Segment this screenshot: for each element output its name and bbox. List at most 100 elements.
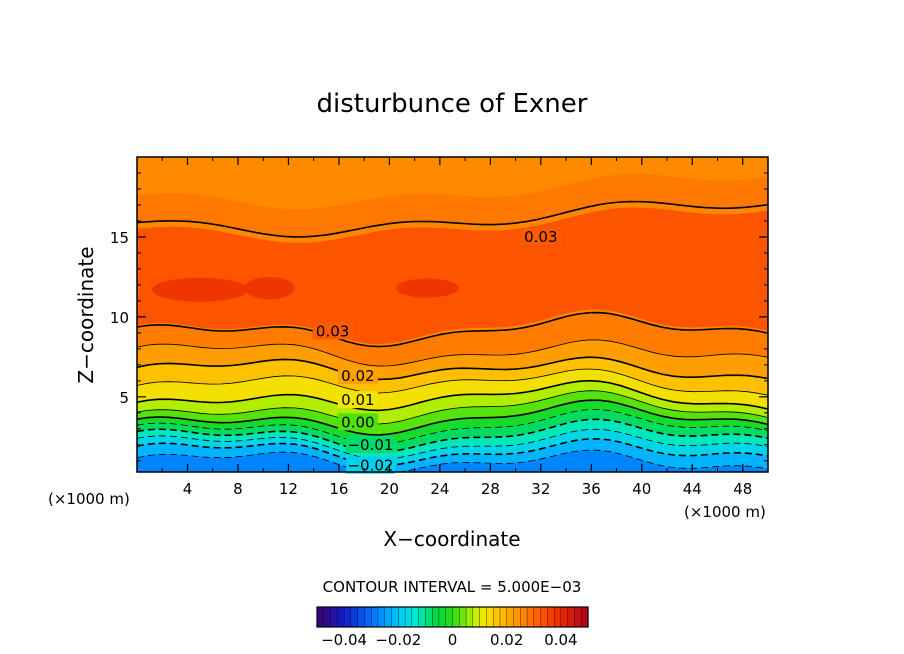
- colorbar-tick-label: 0: [448, 631, 458, 649]
- contour-line: [137, 339, 768, 367]
- colorbar-segment: [499, 606, 508, 628]
- contour-label-bg: [312, 322, 353, 340]
- colorbar-tick-label: −0.02: [375, 631, 421, 649]
- contour-label: 0.01: [341, 391, 374, 409]
- colorbar-segment: [357, 606, 365, 628]
- colorbar-segment: [492, 606, 501, 628]
- colorbar-segment: [350, 606, 359, 628]
- contour-line: [137, 428, 768, 460]
- colorbar-segment: [574, 606, 582, 628]
- x-axis-ticks: 4 8 12 16 20 24 28 32 36 40 44 48: [161, 157, 752, 498]
- contour-line: [137, 418, 768, 453]
- x-tick-label: 12: [279, 480, 298, 498]
- colorbar-segment: [567, 606, 576, 628]
- x-tick-label: 28: [481, 480, 500, 498]
- contour-labels: 0.03 0.03 0.02 0.01 0.00 −0.01 −0.02: [312, 227, 561, 475]
- colorbar-segment: [553, 606, 562, 628]
- contour-line: [137, 200, 768, 238]
- x-tick-label: 24: [430, 480, 449, 498]
- x-tick-label: 4: [183, 480, 193, 498]
- colorbar-segment: [337, 606, 345, 628]
- y-tick-label: 5: [119, 389, 129, 407]
- colorbar-tick-label: −0.04: [321, 631, 367, 649]
- colorbar-segment: [486, 606, 494, 628]
- colorbar-segment: [472, 606, 481, 628]
- contour-label: 0.03: [524, 228, 557, 246]
- contour-line: [137, 449, 768, 472]
- colorbar: [316, 606, 589, 628]
- colorbar-segment: [479, 606, 487, 628]
- colorbar-segment: [404, 606, 413, 628]
- contour-label: −0.02: [347, 457, 393, 475]
- colorbar-segment: [547, 606, 555, 628]
- contour-band: [137, 157, 768, 210]
- colorbar-segment: [452, 606, 460, 628]
- colorbar-segment: [513, 606, 521, 628]
- x-tick-label: 8: [233, 480, 243, 498]
- contour-label-bg: [345, 456, 395, 474]
- colorbar-tick-label: 0.02: [490, 631, 523, 649]
- colorbar-segment: [391, 606, 399, 628]
- contour-label-bg: [345, 435, 395, 453]
- colorbar-segment: [316, 606, 325, 628]
- contour-label: 0.00: [341, 413, 374, 431]
- contour-maximum: [395, 278, 459, 298]
- colorbar-segment: [445, 606, 454, 628]
- colorbar-segment: [418, 606, 426, 628]
- contour-label-bg: [337, 391, 378, 409]
- x-tick-label: 32: [531, 480, 550, 498]
- contour-line: [137, 311, 768, 348]
- contour-label-bg: [337, 413, 378, 431]
- colorbar-segment: [431, 606, 440, 628]
- colorbar-tick-label: 0.04: [544, 631, 577, 649]
- colorbar-segment: [364, 606, 372, 628]
- x-axis-label: X−coordinate: [383, 527, 520, 551]
- contour-line: [137, 379, 768, 412]
- x-tick-label: 44: [683, 480, 702, 498]
- y-axis-label: Z−coordinate: [74, 246, 98, 383]
- colorbar-segment: [371, 606, 379, 628]
- colorbar-segment: [465, 606, 474, 628]
- colorbar-segment: [438, 606, 447, 628]
- contour-line: [137, 390, 768, 425]
- colorbar-segment: [533, 606, 542, 628]
- contour-line: [137, 356, 768, 381]
- colorbar-segment: [384, 606, 393, 628]
- colorbar-segment: [540, 606, 548, 628]
- contour-label-bg: [337, 367, 378, 385]
- x-tick-label: 48: [733, 480, 752, 498]
- y-tick-label: 15: [110, 229, 129, 247]
- colorbar-segment: [506, 606, 515, 628]
- colorbar-segment: [425, 606, 433, 628]
- contour-line: [137, 399, 768, 436]
- colorbar-segment: [377, 606, 386, 628]
- colorbar-segment: [560, 606, 569, 628]
- x-tick-label: 16: [329, 480, 348, 498]
- contour-interval-label: CONTOUR INTERVAL = 5.000E−03: [323, 578, 582, 596]
- colorbar-frame: [316, 606, 589, 628]
- contour-band: [137, 450, 768, 472]
- colorbar-segment: [459, 606, 467, 628]
- colorbar-segment: [520, 606, 528, 628]
- y-tick-label: 10: [110, 309, 129, 327]
- contour-maximum: [152, 277, 249, 302]
- colorbar-segment: [330, 606, 338, 628]
- x-tick-label: 40: [632, 480, 651, 498]
- chart-title: disturbunce of Exner: [317, 89, 588, 119]
- contour-label: −0.01: [347, 436, 393, 454]
- colorbar-segment: [398, 606, 406, 628]
- colorbar-segment: [526, 606, 535, 628]
- colorbar-segment: [581, 606, 589, 628]
- contour-label-bg: [520, 227, 561, 245]
- plot-area: 0.030.030.020.010.00−0.01−0.02 4 8 12 16 20 2…: [110, 156, 769, 498]
- x-tick-label: 36: [582, 480, 601, 498]
- contour-label: 0.03: [316, 322, 349, 340]
- contour-lines: [137, 200, 768, 472]
- z-unit-label: (×1000 m): [48, 490, 130, 508]
- contour-line: [137, 438, 768, 467]
- colorbar-segment: [343, 606, 352, 628]
- contour-band: [137, 207, 768, 345]
- x-unit-label: (×1000 m): [684, 503, 766, 521]
- colorbar-segment: [323, 606, 332, 628]
